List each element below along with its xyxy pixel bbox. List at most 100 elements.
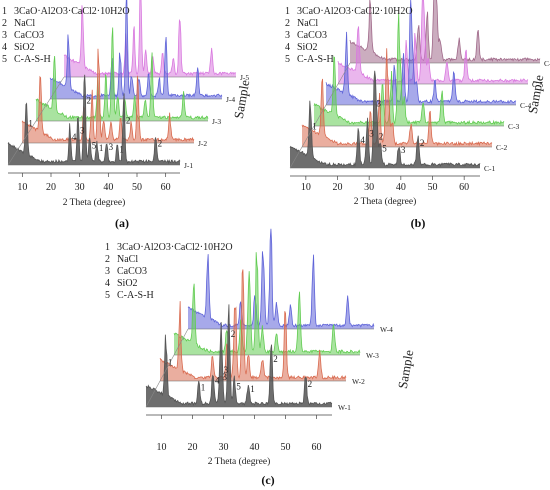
peak-label: 2 — [126, 115, 130, 125]
series-label-W-2: W-2 — [352, 377, 365, 386]
peak-label: 2 — [87, 96, 92, 106]
series-fill-W-2 — [160, 269, 346, 381]
series-line-W-2 — [159, 269, 347, 381]
series-fill-C-5 — [338, 0, 528, 84]
legend-entry: 3CaO·Al2O3·CaCl2·10H2O — [297, 6, 413, 17]
legend-entry: 3CaO·Al2O3·CaCl2·10H2O — [117, 242, 233, 253]
legend-number: 5 — [2, 54, 7, 65]
panel-label: (b) — [411, 216, 426, 230]
depth-axis-title: Sample — [395, 348, 417, 389]
series-fill-J-3 — [36, 27, 208, 122]
legend-number: 2 — [2, 18, 7, 29]
series-line-C-3 — [313, 12, 505, 126]
series-fill-C-6 — [350, 0, 540, 63]
series-label-J-1: J-1 — [184, 161, 193, 170]
legend-entry: C-A-S-H — [297, 54, 334, 65]
legend-number: 2 — [285, 18, 290, 29]
series-line-J-3 — [35, 27, 209, 121]
series-label-J-3: J-3 — [212, 117, 221, 126]
series-line-C-4 — [325, 0, 517, 105]
legend-entry: SiO2 — [297, 42, 318, 53]
depth-axis — [145, 328, 189, 408]
peak-label: 5 — [92, 140, 97, 150]
legend-number: 1 — [2, 6, 7, 17]
peak-label: 5 — [382, 143, 387, 153]
peak-label: 3 — [401, 145, 406, 155]
series-line-J-2 — [21, 48, 195, 143]
series-label-J-2: J-2 — [198, 139, 207, 148]
series-line-J-4 — [49, 0, 223, 98]
x-tick-label: 60 — [459, 182, 469, 193]
peak-label: 1 — [250, 384, 255, 394]
series-label-C-6: C-6 — [544, 59, 550, 68]
legend-entry: 3CaO·Al2O3·CaCl2·10H2O — [14, 6, 130, 17]
series-fill-J-5 — [64, 0, 236, 77]
legend-entry: NaCl — [297, 18, 318, 29]
legend-entry: SiO2 — [14, 42, 35, 53]
legend-number: 1 — [105, 242, 110, 253]
peak-label: 1 — [168, 358, 173, 368]
legend-entry: CaCO3 — [14, 30, 44, 41]
panel-label: (a) — [115, 216, 129, 230]
x-tick-label: 40 — [250, 442, 260, 453]
peak-label: 3 — [109, 142, 114, 152]
peak-label: 1 — [312, 122, 317, 132]
series-fill-J-1 — [8, 74, 180, 165]
legend-number: 1 — [285, 6, 290, 17]
x-tick-label: 60 — [312, 442, 322, 453]
peak-label: 5 — [236, 381, 241, 391]
panel-label: (c) — [261, 473, 274, 487]
series-fill-W-4 — [188, 228, 374, 329]
legend: 1 3CaO·Al2O3·CaCl2·10H2O 2 NaCl 3 CaCO3 4 SiO2 5… — [105, 242, 233, 301]
series-fill-C-2 — [302, 48, 492, 147]
x-tick-label: 10 — [17, 182, 27, 193]
peak-label: 1 — [119, 144, 124, 154]
x-tick-label: 50 — [428, 182, 438, 193]
legend-number: 4 — [2, 42, 7, 53]
peak-label: 3 — [80, 125, 85, 135]
depth-axis — [289, 62, 351, 169]
peak-label: 2 — [158, 139, 163, 149]
legend-number: 3 — [2, 30, 7, 41]
legend-entry: C-A-S-H — [117, 290, 154, 301]
series-label-C-5: C-5 — [532, 80, 544, 89]
legend-number: 4 — [105, 278, 110, 289]
peak-label: 2 — [273, 354, 278, 364]
peak-label: 3 — [369, 128, 374, 138]
x-tick-label: 30 — [75, 182, 85, 193]
x-axis-title: 2 Theta (degree) — [354, 196, 417, 207]
series-line-W-4 — [187, 228, 375, 329]
series-line-W-1 — [145, 304, 333, 407]
peak-label: 1 — [28, 119, 32, 129]
x-tick-label: 10 — [301, 182, 311, 193]
x-tick-label: 50 — [132, 182, 142, 193]
legend: 1 3CaO·Al2O3·CaCl2·10H2O 2 NaCl 3 CaCO3 4 SiO2 5… — [285, 6, 413, 65]
peak-label: 2 — [420, 138, 425, 148]
x-tick-label: 30 — [364, 182, 374, 193]
series-label-J-4: J-4 — [226, 95, 235, 104]
series-fill-C-3 — [314, 12, 504, 126]
series-line-C-1 — [289, 70, 481, 168]
series-fill-J-4 — [50, 0, 222, 99]
legend-number: 3 — [105, 266, 110, 277]
series-label-C-3: C-3 — [508, 122, 520, 131]
legend-entry: SiO2 — [117, 278, 138, 289]
x-tick-label: 50 — [281, 442, 291, 453]
series-label-J-5: J-5 — [240, 73, 249, 82]
legend-entry: NaCl — [117, 254, 138, 265]
peak-label: 3 — [222, 372, 227, 382]
x-tick-label: 40 — [103, 182, 113, 193]
series-fill-W-1 — [146, 304, 332, 407]
series-label-C-2: C-2 — [496, 143, 508, 152]
peak-label: 2 — [379, 132, 384, 142]
peak-label: 4 — [215, 376, 220, 386]
series-line-C-5 — [337, 0, 529, 84]
depth-axis-title: Sample — [231, 78, 253, 119]
legend-number: 4 — [285, 42, 290, 53]
series-fill-C-4 — [326, 0, 516, 106]
peak-label: 2 — [231, 329, 236, 339]
x-tick-label: 40 — [396, 182, 406, 193]
series-label-W-1: W-1 — [338, 403, 351, 412]
depth-axis — [7, 76, 65, 166]
